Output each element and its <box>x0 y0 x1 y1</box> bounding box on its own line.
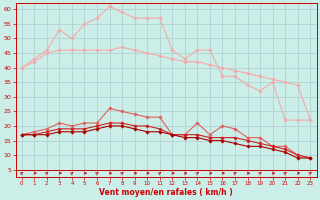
X-axis label: Vent moyen/en rafales ( km/h ): Vent moyen/en rafales ( km/h ) <box>99 188 233 197</box>
